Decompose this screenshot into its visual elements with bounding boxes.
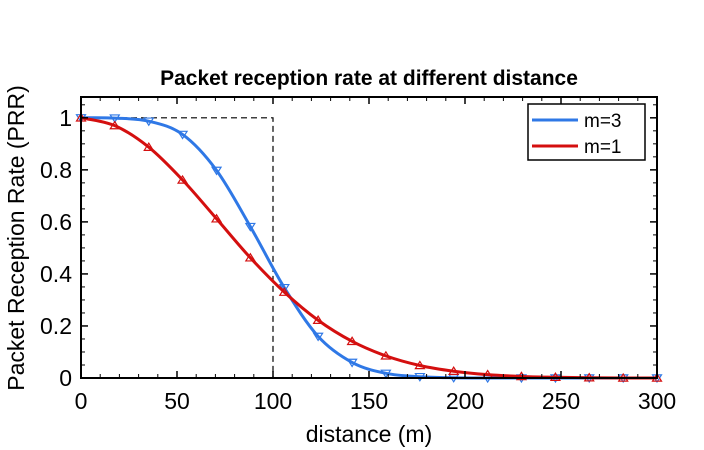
y-tick-label: 0.2 [40,313,72,339]
data-point-m-3 [176,130,189,140]
legend: m=3m=1 [527,103,646,161]
data-point-m-1 [210,213,223,223]
data-point-m-3 [312,332,324,342]
data-point-m-3 [346,358,358,368]
x-tick-label: 200 [446,388,484,414]
x-tick-label: 0 [75,388,88,414]
chart-title: Packet reception rate at different dista… [160,67,578,90]
x-tick-label: 150 [350,388,388,414]
data-point-m-3 [109,114,121,124]
x-axis-title: distance (m) [306,421,433,447]
data-point-m-3 [143,117,155,127]
data-point-m-1 [515,371,528,381]
data-point-m-1 [244,252,256,262]
reference-dashed-line [81,117,274,378]
y-axis-title: Packet Reception Rate (PRR) [3,85,29,391]
data-point-m-1 [312,315,324,324]
data-point-m-1 [380,350,392,360]
y-tick-label: 1 [59,105,72,131]
legend-box [527,103,646,161]
data-point-m-3 [210,166,223,176]
x-tick-label: 50 [164,388,190,414]
data-point-m-1 [346,336,358,346]
x-tick-label: 250 [542,388,580,414]
data-point-m-1 [109,120,121,130]
axes: 0 50 100 150 200 250 300 0 0.2 0.4 0.6 0.8 1 [40,96,676,414]
data-point-m-1 [278,286,290,296]
data-point-m-1 [176,174,189,184]
x-tick-label: 100 [254,388,292,414]
legend-label-m-1: m=1 [584,137,622,158]
data-point-m-1 [448,366,460,375]
data-point-m-3 [380,369,392,379]
y-tick-label: 0.8 [40,157,72,183]
data-point-m-1 [414,360,426,370]
x-tick-label: 300 [638,388,676,414]
y-tick-label: 0 [59,365,72,391]
data-point-m-1 [549,372,562,381]
legend-label-m-3: m=3 [584,111,622,132]
y-tick-label: 0.6 [40,209,72,235]
y-tick-label: 0.4 [40,261,72,287]
data-point-m-1 [143,142,155,151]
data-point-m-3 [244,222,256,232]
